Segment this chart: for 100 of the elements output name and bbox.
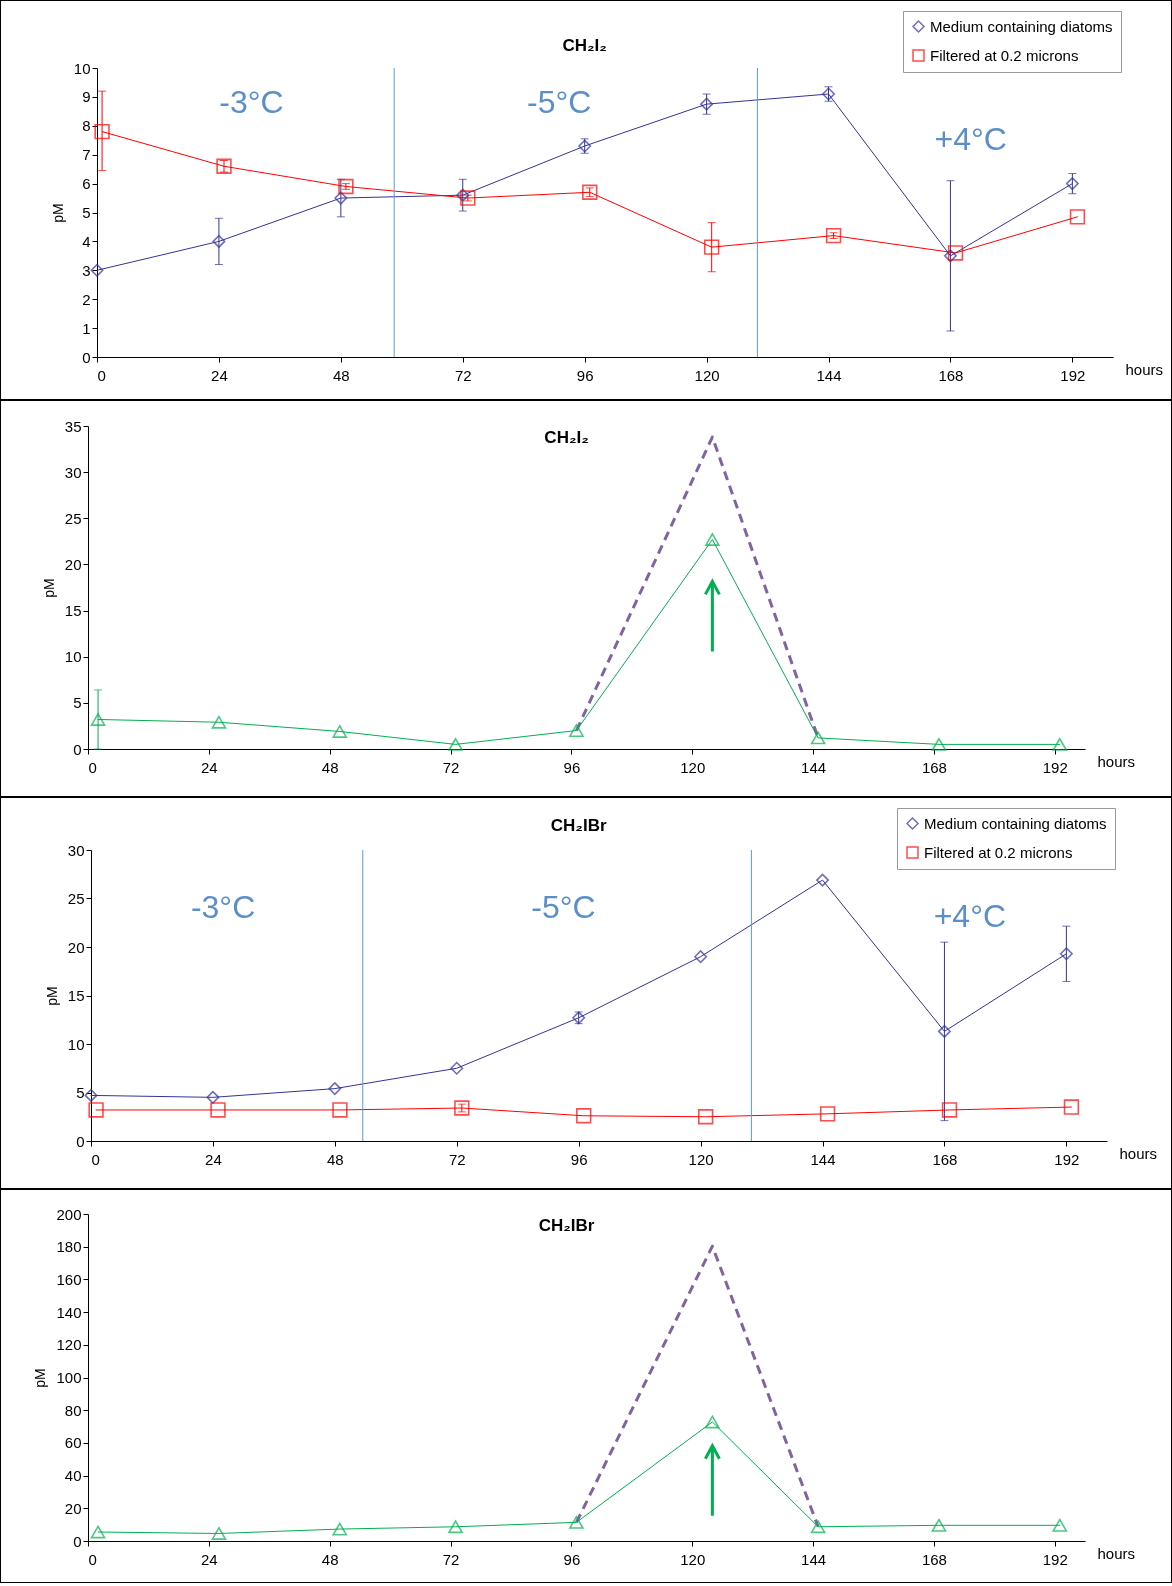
x-tick-label: 168 xyxy=(921,758,947,776)
legend-label: Medium containing diatoms xyxy=(924,814,1107,832)
point xyxy=(941,1102,958,1118)
point xyxy=(88,1102,104,1118)
point xyxy=(810,731,826,745)
y-tick-label: 2 xyxy=(82,290,91,308)
legend-label: Medium containing diatoms xyxy=(930,17,1113,35)
x-tick-label: 24 xyxy=(201,1550,218,1568)
point xyxy=(569,724,584,737)
y-tick-label: 20 xyxy=(67,938,85,956)
annotation: -3°C xyxy=(219,83,284,120)
x-tick-label: 192 xyxy=(1060,366,1086,384)
y-tick-label: 120 xyxy=(56,1336,82,1354)
annotation: +4°C xyxy=(934,121,1007,158)
x-axis-title: hours xyxy=(1097,1544,1136,1562)
y-tick-label: 60 xyxy=(64,1434,82,1452)
y-tick-label: 25 xyxy=(64,509,82,527)
y-tick-label: 10 xyxy=(64,648,82,666)
point xyxy=(694,950,708,964)
y-tick-label: 25 xyxy=(67,890,85,907)
y-tick-label: 5 xyxy=(82,204,91,221)
x-tick-label: 120 xyxy=(694,366,720,384)
x-tick-label: 72 xyxy=(454,366,472,384)
y-tick-label: 4 xyxy=(82,232,91,250)
point xyxy=(947,245,964,261)
y-tick-label: 0 xyxy=(82,348,91,366)
point xyxy=(338,178,354,195)
annotation: -5°C xyxy=(531,889,596,926)
y-tick-label: 10 xyxy=(73,59,91,77)
point xyxy=(212,234,226,248)
y-tick-label: 180 xyxy=(56,1238,82,1256)
y-tick-label: 0 xyxy=(73,740,82,758)
y-tick-label: 30 xyxy=(67,841,85,859)
x-tick-label: 192 xyxy=(1042,1550,1068,1568)
y-tick-label: 15 xyxy=(67,987,85,1004)
point xyxy=(90,1525,106,1539)
y-tick-label: 1 xyxy=(82,319,91,337)
y-tick-label: 3 xyxy=(82,261,91,279)
y-tick-label: 0 xyxy=(73,1532,82,1550)
x-axis-title: hours xyxy=(1119,1144,1158,1162)
y-tick-label: 9 xyxy=(82,88,91,106)
x-tick-label: 168 xyxy=(921,1550,947,1568)
point xyxy=(211,715,227,729)
y-tick-label: 100 xyxy=(56,1369,82,1386)
y-tick-label: 80 xyxy=(64,1401,82,1419)
point xyxy=(332,725,348,738)
y-tick-label: 20 xyxy=(64,1499,82,1517)
point xyxy=(1069,209,1086,225)
annotation: +4°C xyxy=(933,897,1007,934)
point xyxy=(328,1082,342,1096)
point xyxy=(582,184,598,200)
point xyxy=(931,737,947,751)
point xyxy=(448,737,463,751)
y-tick-label: 5 xyxy=(73,694,82,712)
legend-label: Filtered at 0.2 microns xyxy=(924,843,1073,861)
point xyxy=(84,1088,98,1102)
x-axis-title: hours xyxy=(1097,752,1136,770)
x-tick-label: 96 xyxy=(576,366,594,384)
x-tick-label: 120 xyxy=(680,758,706,776)
y-tick-label: 140 xyxy=(56,1303,82,1321)
point xyxy=(454,1100,470,1116)
y-tick-label: 35 xyxy=(64,417,82,435)
y-tick-label: 20 xyxy=(64,555,82,573)
point xyxy=(1052,1518,1068,1532)
x-tick-label: 48 xyxy=(321,1550,339,1568)
point xyxy=(90,263,104,277)
y-tick-label: 40 xyxy=(64,1467,82,1485)
x-tick-label: 96 xyxy=(563,1550,581,1568)
point xyxy=(334,191,348,205)
y-tick-label: 160 xyxy=(56,1270,82,1288)
x-tick-label: 120 xyxy=(688,1150,714,1168)
point xyxy=(700,97,714,111)
point xyxy=(90,713,106,726)
point xyxy=(216,158,232,174)
chart-title: CH₂IBr xyxy=(550,816,607,835)
point xyxy=(448,1520,463,1534)
point xyxy=(211,1527,227,1540)
x-tick-label: 144 xyxy=(801,1550,827,1568)
chart-title: CH₂I₂ xyxy=(544,428,589,447)
x-tick-label: 72 xyxy=(442,758,460,776)
x-tick-label: 24 xyxy=(205,1150,222,1168)
point xyxy=(1052,737,1068,751)
point xyxy=(332,1102,348,1118)
point xyxy=(206,1090,220,1104)
point xyxy=(705,1415,720,1429)
point xyxy=(943,249,957,263)
x-tick-label: 144 xyxy=(801,758,827,776)
annotation: -5°C xyxy=(527,83,592,120)
point xyxy=(332,1522,348,1536)
x-tick-label: 168 xyxy=(932,1150,958,1168)
y-tick-label: 0 xyxy=(76,1132,85,1150)
x-tick-label: 72 xyxy=(442,1550,460,1568)
y-axis-title: pM xyxy=(43,986,60,1006)
point xyxy=(460,190,476,206)
point xyxy=(210,1102,226,1118)
chart-title: CH₂I₂ xyxy=(562,36,607,55)
x-tick-label: 96 xyxy=(563,758,581,776)
point xyxy=(810,1520,826,1534)
point xyxy=(819,1106,836,1122)
y-tick-label: 7 xyxy=(82,146,91,164)
